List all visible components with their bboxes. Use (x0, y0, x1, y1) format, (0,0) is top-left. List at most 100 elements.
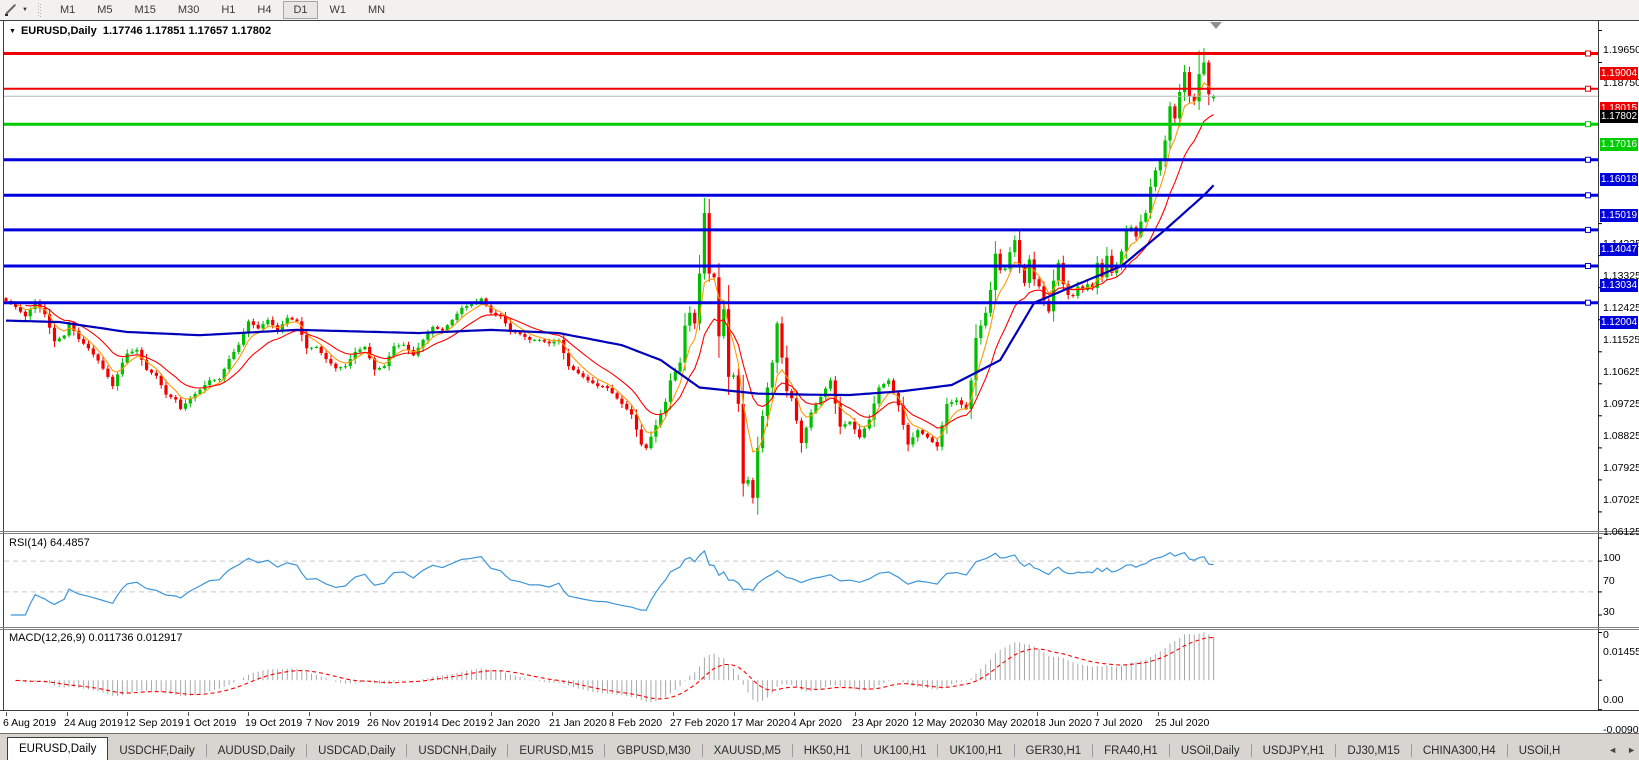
hline-handle[interactable] (1585, 156, 1591, 163)
horizontal-lines-layer (4, 50, 1598, 306)
current-price-tag: 1.17802 (1600, 110, 1638, 123)
date-axis-tick (1158, 712, 1159, 716)
chart-tab-14[interactable]: USDJPY,H1 (1262, 745, 1325, 757)
rsi-axis-tick: 0 (1603, 629, 1609, 641)
date-axis-label: 23 Apr 2020 (852, 717, 909, 729)
hline-handle[interactable] (1585, 263, 1591, 269)
timeframe-button-m5[interactable]: M5 (97, 4, 113, 16)
date-axis-tick (1097, 712, 1098, 716)
date-axis-tick (370, 712, 371, 716)
chart-tab-5[interactable]: EURUSD,M15 (519, 745, 594, 757)
price-line-tag[interactable]: 1.12004 (1600, 316, 1638, 329)
tab-separator (205, 744, 207, 757)
price-line-tag[interactable]: 1.16018 (1600, 173, 1638, 186)
tab-separator (791, 744, 793, 757)
date-axis-tick (552, 712, 553, 716)
price-line-tag[interactable]: 1.15019 (1600, 209, 1638, 222)
chart-tab-16[interactable]: CHINA300,H4 (1422, 745, 1496, 757)
chart-shift-marker-icon[interactable] (1210, 22, 1222, 29)
price-line-tag[interactable]: 1.14047 (1600, 243, 1638, 256)
hline-handle[interactable] (1585, 226, 1591, 233)
date-axis-label: 18 Jun 2020 (1034, 717, 1092, 729)
price-axis-tick: 1.07025 (1603, 494, 1639, 506)
rsi-panel-layer (4, 560, 1598, 593)
timeframe-button-m30[interactable]: M30 (177, 4, 200, 16)
price-chart-canvas[interactable] (0, 20, 1639, 712)
date-axis-label: 2 Jan 2020 (488, 717, 540, 729)
tab-separator (1168, 744, 1170, 757)
chart-tab-9[interactable]: UK100,H1 (873, 745, 927, 757)
timeframe-button-m1[interactable]: M1 (59, 4, 76, 16)
chart-tab-17[interactable]: USOil,H (1518, 745, 1561, 757)
chart-tabs: EURUSD,Daily USDCHF,Daily AUDUSD,Daily USDC… (0, 734, 1571, 760)
date-axis-tick (734, 712, 735, 716)
chart-tab-bar: EURUSD,Daily USDCHF,Daily AUDUSD,Daily USDC… (0, 733, 1639, 760)
date-axis-label: 7 Jul 2020 (1094, 717, 1143, 729)
timeframe-button-h4[interactable]: H4 (257, 4, 272, 16)
ma-slow-line (5, 184, 1215, 397)
hline-handle[interactable] (1585, 192, 1591, 199)
chart-tab-7[interactable]: XAUUSD,M5 (713, 745, 781, 757)
chart-tab-2[interactable]: AUDUSD,Daily (217, 745, 296, 757)
timeframe-button-d1[interactable]: D1 (283, 1, 318, 19)
price-line-tag[interactable]: 1.17016 (1600, 138, 1638, 151)
date-axis-label: 27 Feb 2020 (670, 717, 729, 729)
chart-tab-15[interactable]: DJ30,M15 (1347, 745, 1400, 757)
date-axis-tick (1037, 712, 1038, 716)
toolbar-drag-handle[interactable] (37, 3, 41, 17)
date-axis-tick (976, 712, 977, 716)
tab-separator (1410, 744, 1412, 757)
chart-tab-13[interactable]: USOil,Daily (1180, 745, 1240, 757)
tabs-scroll-left-icon[interactable]: ◄ (1608, 745, 1618, 755)
date-axis-tick (6, 712, 7, 716)
date-axis-tick (673, 712, 674, 716)
draw-tool-button[interactable]: ▼ (0, 3, 32, 17)
rsi-axis-tick: 30 (1603, 606, 1615, 618)
date-axis-label: 24 Aug 2019 (64, 717, 123, 729)
date-axis[interactable]: 6 Aug 2019 24 Aug 2019 12 Sep 2019 1 Oct 20… (0, 712, 1639, 733)
tab-separator (861, 744, 863, 757)
chart-tab-8[interactable]: HK50,H1 (803, 745, 851, 757)
date-axis-tick (67, 712, 68, 716)
chart-title[interactable]: ▼ EURUSD,Daily 1.17746 1.17851 1.17657 1.… (9, 25, 271, 37)
date-axis-label: 12 Sep 2019 (124, 717, 184, 729)
tab-separator (937, 744, 939, 757)
hline-handle[interactable] (1585, 50, 1591, 57)
price-line-tag[interactable]: 1.19004 (1600, 67, 1638, 80)
chart-tab-10[interactable]: UK100,H1 (949, 745, 1003, 757)
toolbar: ▼ M1 M5 M15 M30 H1 H4 D1 W1 MN (0, 0, 1639, 21)
timeframe-button-m15[interactable]: M15 (134, 4, 156, 16)
ma-mid-line (25, 114, 1214, 429)
rsi-line (10, 549, 1214, 616)
chart-window: 1.196501.187501.142251.133251.124251.115… (0, 20, 1639, 736)
timeframe-button-mn[interactable]: MN (368, 4, 386, 16)
price-line-tag[interactable]: 1.13034 (1600, 279, 1638, 292)
tab-separator (604, 744, 606, 757)
macd-axis-tick: -0.009001 (1603, 724, 1639, 736)
hline-handle[interactable] (1585, 121, 1591, 128)
chevron-down-icon: ▼ (22, 7, 28, 13)
date-axis-tick (188, 712, 189, 716)
date-axis-tick (612, 712, 613, 716)
tab-separator (507, 744, 509, 757)
date-axis-tick (491, 712, 492, 716)
chart-tab-4[interactable]: USDCNH,Daily (418, 745, 497, 757)
hline-handle[interactable] (1585, 85, 1591, 92)
date-axis-tick (127, 712, 128, 716)
tabs-scroll-right-icon[interactable]: ► (1627, 745, 1636, 755)
timeframe-button-h1[interactable]: H1 (221, 4, 236, 16)
chart-tab-11[interactable]: GER30,H1 (1025, 745, 1082, 757)
date-axis-tick (794, 712, 795, 716)
date-axis-label: 25 Jul 2020 (1155, 717, 1210, 729)
date-axis-label: 4 Apr 2020 (791, 717, 842, 729)
chart-tab-1[interactable]: USDCHF,Daily (119, 745, 195, 757)
price-axis-tick: 1.10625 (1603, 366, 1639, 378)
date-axis-label: 14 Dec 2019 (427, 717, 487, 729)
chart-tab-12[interactable]: FRA40,H1 (1104, 745, 1158, 757)
chart-tab-3[interactable]: USDCAD,Daily (318, 745, 396, 757)
timeframe-button-w1[interactable]: W1 (329, 4, 347, 16)
hline-handle[interactable] (1585, 299, 1591, 306)
chart-tab-0[interactable]: EURUSD,Daily (7, 737, 109, 760)
chart-tab-6[interactable]: GBPUSD,M30 (616, 745, 691, 757)
